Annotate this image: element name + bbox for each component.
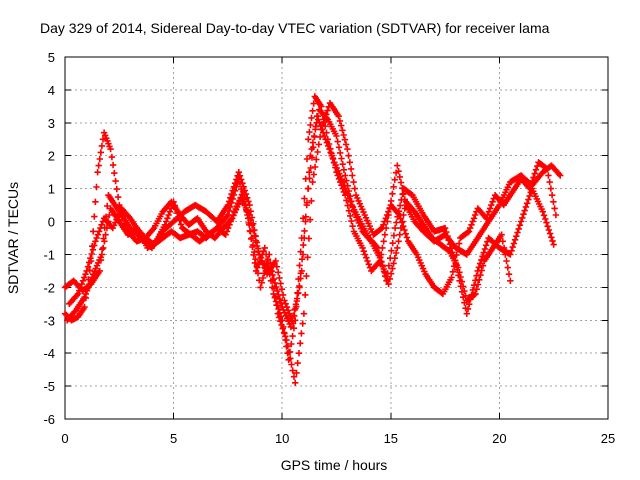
grid-lines bbox=[65, 57, 608, 419]
x-tick-label: 25 bbox=[601, 431, 615, 446]
data-points-track-d bbox=[64, 106, 514, 327]
x-axis-label: GPS time / hours bbox=[281, 457, 388, 473]
x-tick-label: 5 bbox=[170, 431, 177, 446]
chart-title: Day 329 of 2014, Sidereal Day-to-day VTE… bbox=[40, 20, 550, 36]
y-axis-label: SDTVAR / TECUs bbox=[5, 182, 21, 294]
y-tick-label: -4 bbox=[43, 346, 55, 361]
series-track-d bbox=[64, 106, 514, 327]
y-tick-label: 1 bbox=[48, 182, 55, 197]
y-tick-label: -5 bbox=[43, 379, 55, 394]
data-series bbox=[61, 93, 564, 386]
y-tick-label: 4 bbox=[48, 83, 55, 98]
plot-frame bbox=[64, 56, 609, 420]
y-tick-label: -1 bbox=[43, 247, 55, 262]
x-tick-label: 10 bbox=[275, 431, 289, 446]
axis-ticks: 0 5 10 15 20 25 -6 -5 -4 -3 -2 -1 0 1 2 3 4 5 bbox=[43, 50, 615, 446]
x-tick-label: 0 bbox=[61, 431, 68, 446]
y-tick-label: 0 bbox=[48, 215, 55, 230]
y-tick-label: -6 bbox=[43, 412, 55, 427]
x-tick-label: 15 bbox=[384, 431, 398, 446]
x-tick-label: 20 bbox=[492, 431, 506, 446]
y-tick-label: 2 bbox=[48, 149, 55, 164]
y-tick-label: -2 bbox=[43, 280, 55, 295]
y-tick-label: -3 bbox=[43, 313, 55, 328]
y-tick-label: 3 bbox=[48, 116, 55, 131]
y-tick-label: 5 bbox=[48, 50, 55, 65]
